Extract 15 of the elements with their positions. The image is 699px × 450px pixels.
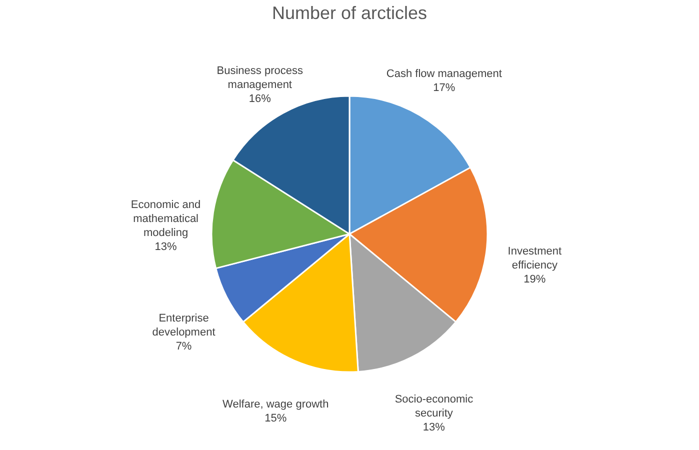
data-label: 17% (433, 82, 456, 94)
slice-label: Enterprise development (152, 312, 216, 338)
data-label: 15% (264, 412, 287, 425)
data-label: 13% (422, 422, 446, 434)
slice-label: Economic and mathematical modeling (130, 198, 201, 239)
data-label: 16% (248, 93, 272, 106)
slice-label: Welfare, wage growth (222, 398, 329, 411)
data-label: 7% (176, 340, 192, 352)
slice-label: Socio-economic security (394, 394, 474, 420)
slice-label: Cash flow management (386, 68, 502, 80)
slice-label: Investment efficiency (508, 246, 562, 272)
slice-label: Business process management (216, 65, 304, 92)
chart-title: Number of arcticles (272, 3, 428, 23)
data-label: 19% (524, 274, 546, 286)
data-label: 13% (154, 240, 178, 253)
